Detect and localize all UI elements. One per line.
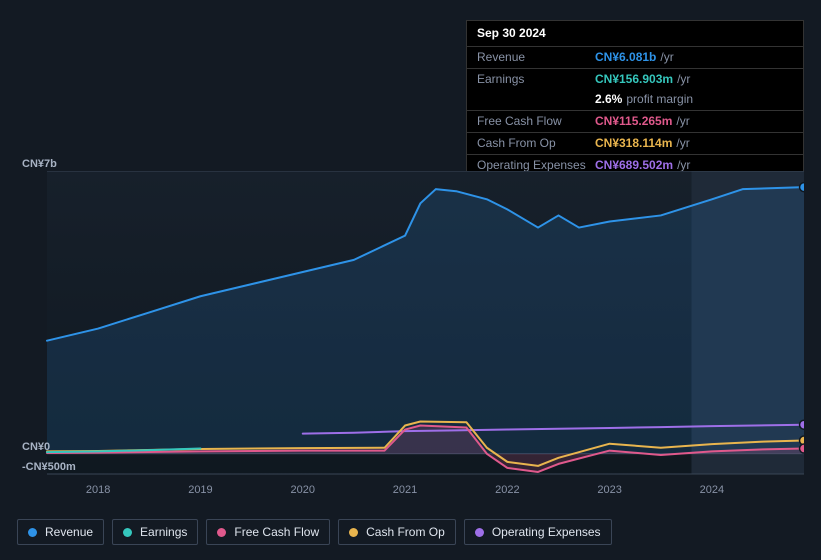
tooltip-row: 2.6%profit margin — [467, 89, 803, 110]
tooltip-date: Sep 30 2024 — [467, 21, 803, 46]
y-axis-label: -CN¥500m — [22, 461, 76, 473]
financials-chart[interactable]: CN¥7bCN¥0-CN¥500m20182019202020212022202… — [17, 171, 804, 504]
x-axis-label: 2021 — [393, 484, 417, 496]
tooltip-row-label: Earnings — [477, 71, 595, 88]
tooltip-row-value: CN¥318.114m/yr — [595, 135, 690, 152]
tooltip-row-label: Free Cash Flow — [477, 113, 595, 130]
tooltip-row: RevenueCN¥6.081b/yr — [467, 46, 803, 68]
tooltip-row: EarningsCN¥156.903m/yr — [467, 68, 803, 90]
legend-item[interactable]: Revenue — [17, 519, 104, 545]
chart-tooltip: Sep 30 2024 RevenueCN¥6.081b/yrEarningsC… — [466, 20, 804, 177]
tooltip-row-value: 2.6%profit margin — [595, 91, 693, 108]
tooltip-row-value: CN¥156.903m/yr — [595, 71, 690, 88]
tooltip-row-value: CN¥6.081b/yr — [595, 49, 674, 66]
tooltip-row: Cash From OpCN¥318.114m/yr — [467, 132, 803, 154]
legend-swatch — [349, 528, 358, 537]
legend-label: Free Cash Flow — [234, 525, 319, 539]
legend-label: Revenue — [45, 525, 93, 539]
y-axis-label: CN¥0 — [22, 441, 50, 453]
tooltip-row-label — [477, 91, 595, 108]
x-axis-label: 2023 — [597, 484, 621, 496]
tooltip-rows: RevenueCN¥6.081b/yrEarningsCN¥156.903m/y… — [467, 46, 803, 176]
legend-label: Earnings — [140, 525, 187, 539]
legend-label: Cash From Op — [366, 525, 445, 539]
chart-svg — [17, 171, 804, 504]
legend-item[interactable]: Free Cash Flow — [206, 519, 330, 545]
legend-swatch — [217, 528, 226, 537]
legend-item[interactable]: Earnings — [112, 519, 198, 545]
x-axis-label: 2024 — [700, 484, 724, 496]
x-axis-label: 2020 — [290, 484, 314, 496]
legend-item[interactable]: Operating Expenses — [464, 519, 612, 545]
legend-swatch — [475, 528, 484, 537]
y-axis-label: CN¥7b — [22, 158, 57, 170]
legend-swatch — [28, 528, 37, 537]
legend-item[interactable]: Cash From Op — [338, 519, 456, 545]
legend-swatch — [123, 528, 132, 537]
legend-label: Operating Expenses — [492, 525, 601, 539]
chart-legend: Revenue Earnings Free Cash Flow Cash From O… — [17, 519, 612, 545]
x-axis-label: 2022 — [495, 484, 519, 496]
x-axis-label: 2019 — [188, 484, 212, 496]
tooltip-row: Free Cash FlowCN¥115.265m/yr — [467, 110, 803, 132]
tooltip-row-value: CN¥115.265m/yr — [595, 113, 690, 130]
tooltip-row-label: Cash From Op — [477, 135, 595, 152]
x-axis-label: 2018 — [86, 484, 110, 496]
tooltip-row-label: Revenue — [477, 49, 595, 66]
